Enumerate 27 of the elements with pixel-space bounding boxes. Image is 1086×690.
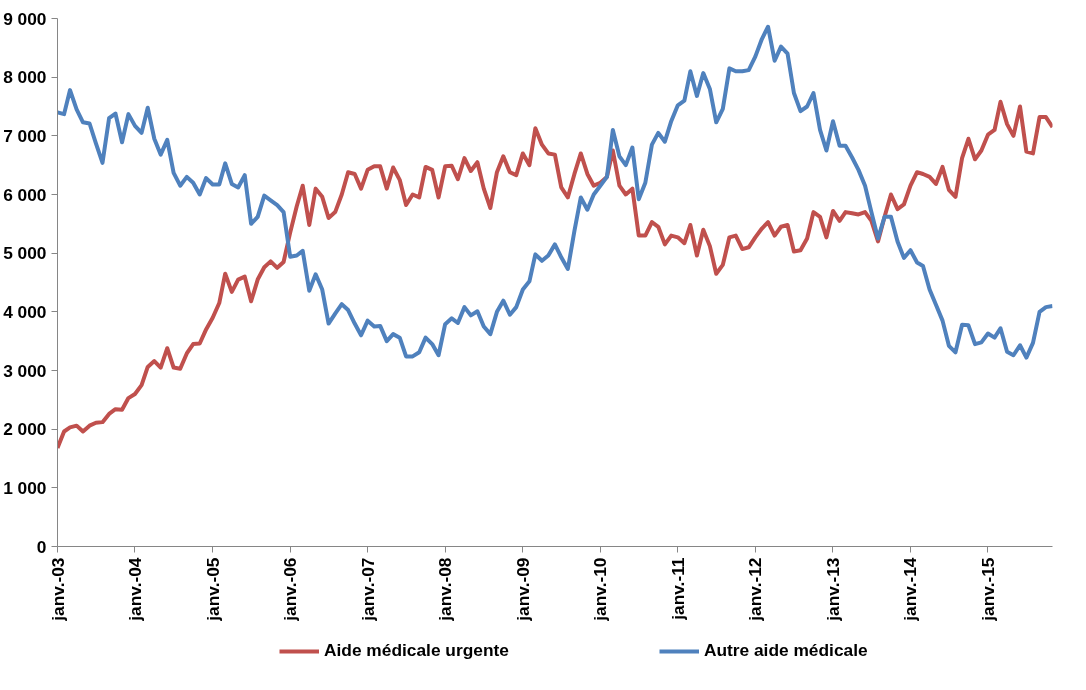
x-tick-label: janv.-04 <box>124 557 145 622</box>
line-series <box>57 99 1053 450</box>
legend-label: Autre aide médicale <box>703 640 868 661</box>
y-tick-label: 5 000 <box>3 243 47 264</box>
x-tick-label: janv.-09 <box>512 557 533 622</box>
y-tick-label: 2 000 <box>3 419 47 440</box>
x-tick-label: janv.-06 <box>280 557 301 622</box>
x-tick-label: janv.-11 <box>667 557 688 621</box>
x-tick-label: janv.-07 <box>357 557 378 622</box>
y-tick-label: 3 000 <box>3 360 47 381</box>
x-tick-label: janv.-05 <box>202 557 223 622</box>
x-tick-label: janv.-12 <box>745 557 766 622</box>
y-tick-label: 1 000 <box>3 477 47 498</box>
x-tick-label: janv.-14 <box>900 557 921 622</box>
legend-label: Aide médicale urgente <box>324 640 509 661</box>
y-tick-label: 4 000 <box>3 301 47 322</box>
x-tick-label: janv.-15 <box>977 557 998 622</box>
y-tick-label: 0 <box>36 536 47 557</box>
y-tick-label: 7 000 <box>3 125 47 146</box>
y-tick-label: 9 000 <box>3 8 47 29</box>
line-series <box>57 24 1053 360</box>
x-tick-label: janv.-13 <box>822 557 843 622</box>
y-tick-label: 8 000 <box>3 67 47 88</box>
x-tick-label: janv.-03 <box>47 557 68 622</box>
y-tick-label: 6 000 <box>3 184 47 205</box>
x-tick-label: janv.-10 <box>590 557 611 622</box>
x-tick-label: janv.-08 <box>435 557 456 622</box>
